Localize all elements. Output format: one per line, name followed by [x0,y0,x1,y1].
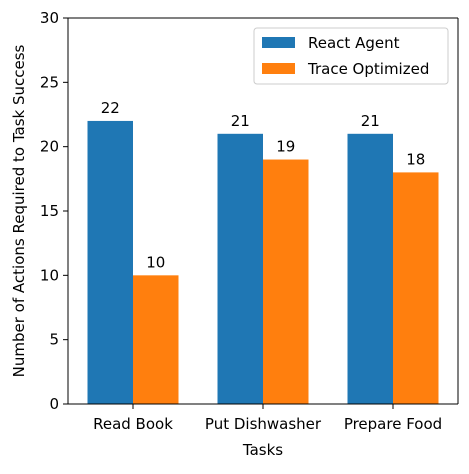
legend-box [253,27,449,85]
y-tick-label: 5 [49,331,59,349]
bar-trace-optimized-put-dishwasher [263,159,309,404]
legend: React Agent Trace Optimized [253,27,449,85]
data-label: 18 [406,150,425,168]
data-label: 21 [231,112,250,130]
bar-react-agent-prepare-food [347,133,393,405]
x-axis-title: Tasks [242,441,283,459]
x-tick-label: Read Book [93,415,173,433]
data-label: 22 [101,99,120,117]
y-tick-label: 30 [40,9,59,27]
bar-trace-optimized-read-book [133,275,179,404]
y-tick-label: 15 [40,202,59,220]
axes-layer: 0 5 10 15 20 25 30 Read Book Put Dishwasher Prepa… [40,9,459,433]
y-tick-label: 0 [49,395,59,413]
bar-react-agent-read-book [87,120,133,404]
data-label: 21 [361,112,380,130]
y-tick-label: 10 [40,266,59,284]
legend-swatch [262,63,295,74]
y-tick-label: 20 [40,138,59,156]
y-tick-label: 25 [40,73,59,91]
legend-swatch [262,37,295,48]
y-axis-title: Number of Actions Required to Task Succe… [10,44,28,377]
data-label: 19 [276,138,295,156]
data-label: 10 [146,253,165,271]
data-labels-layer: 22 10 21 19 21 18 [101,99,426,271]
x-tick-label: Prepare Food [344,415,442,433]
legend-entry: React Agent [308,34,400,52]
bars-layer [87,120,439,405]
bar-react-agent-put-dishwasher [217,133,263,405]
bar-trace-optimized-prepare-food [393,172,439,404]
x-tick-label: Put Dishwasher [205,415,322,433]
legend-entry: Trace Optimized [307,60,429,78]
